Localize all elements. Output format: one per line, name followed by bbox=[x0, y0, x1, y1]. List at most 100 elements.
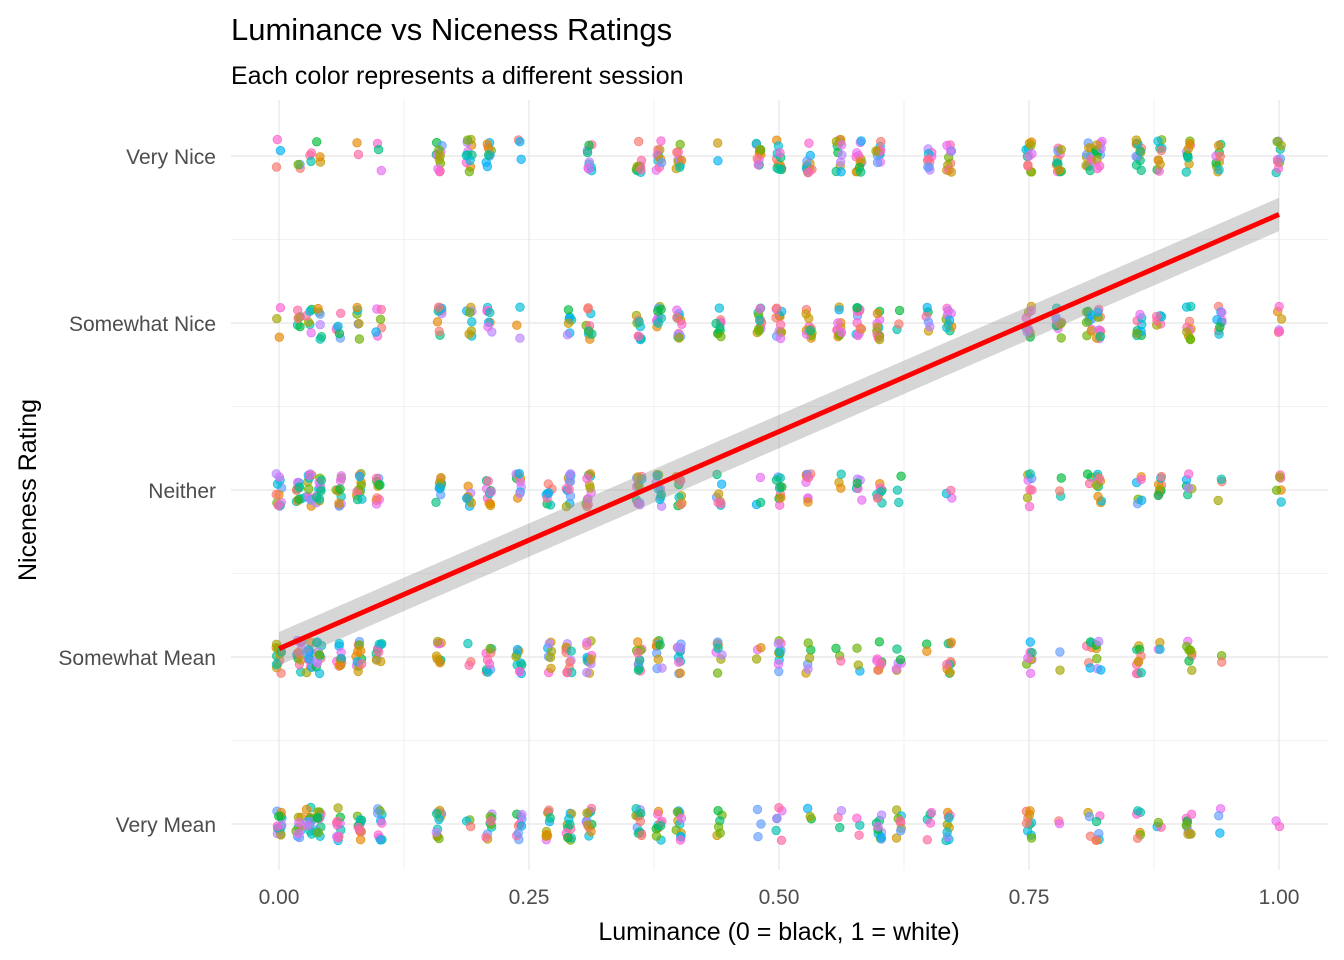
scatter-point bbox=[467, 317, 477, 327]
scatter-point bbox=[431, 497, 441, 508]
scatter-point bbox=[876, 658, 887, 669]
scatter-point bbox=[1213, 140, 1224, 151]
scatter-point bbox=[546, 663, 556, 674]
scatter-point bbox=[371, 655, 382, 665]
scatter-point bbox=[295, 322, 305, 332]
scatter-point bbox=[651, 831, 662, 841]
chart-title: Luminance vs Niceness Ratings bbox=[231, 12, 672, 47]
scatter-point bbox=[805, 325, 816, 336]
scatter-point bbox=[852, 813, 862, 823]
scatter-point bbox=[896, 826, 906, 836]
scatter-point bbox=[563, 832, 573, 843]
scatter-point bbox=[894, 319, 904, 329]
scatter-point bbox=[373, 808, 383, 818]
scatter-point bbox=[1022, 493, 1033, 503]
scatter-point bbox=[894, 305, 905, 316]
scatter-point bbox=[352, 302, 362, 313]
scatter-point bbox=[485, 307, 495, 318]
scatter-point bbox=[1183, 469, 1194, 479]
scatter-point bbox=[753, 159, 763, 170]
scatter-point bbox=[836, 327, 847, 337]
scatter-point bbox=[271, 659, 282, 670]
scatter-point bbox=[271, 162, 282, 172]
scatter-point bbox=[803, 664, 813, 674]
scatter-point bbox=[1276, 314, 1287, 324]
scatter-point bbox=[923, 154, 934, 164]
scatter-point bbox=[676, 499, 686, 510]
scatter-point bbox=[1056, 144, 1066, 155]
scatter-point bbox=[1156, 145, 1167, 156]
scatter-point bbox=[462, 493, 472, 504]
scatter-point bbox=[584, 164, 594, 174]
scatter-point bbox=[332, 816, 343, 827]
scatter-point bbox=[483, 667, 493, 677]
y-tick-label: Somewhat Nice bbox=[69, 313, 216, 336]
scatter-point bbox=[853, 660, 864, 670]
scatter-point bbox=[656, 489, 667, 500]
scatter-point bbox=[675, 139, 685, 150]
scatter-point bbox=[777, 482, 787, 492]
scatter-point bbox=[1056, 333, 1066, 343]
scatter-point bbox=[945, 146, 956, 156]
scatter-point bbox=[513, 828, 524, 839]
scatter-point bbox=[582, 808, 592, 818]
scatter-point bbox=[942, 659, 952, 670]
scatter-point bbox=[1055, 647, 1065, 657]
scatter-point bbox=[1092, 654, 1102, 664]
scatter-point bbox=[872, 308, 883, 319]
scatter-point bbox=[836, 157, 846, 167]
scatter-point bbox=[1274, 301, 1284, 312]
scatter-point bbox=[561, 501, 572, 512]
scatter-point bbox=[271, 489, 281, 500]
scatter-point bbox=[803, 638, 813, 648]
scatter-point bbox=[375, 314, 386, 325]
scatter-point bbox=[375, 835, 386, 845]
scatter-point bbox=[433, 302, 444, 312]
scatter-point bbox=[926, 807, 937, 818]
scatter-point bbox=[371, 327, 381, 337]
scatter-point bbox=[315, 320, 325, 330]
scatter-point bbox=[515, 666, 525, 677]
scatter-point bbox=[275, 303, 286, 313]
scatter-point bbox=[355, 471, 365, 482]
scatter-point bbox=[771, 825, 781, 836]
scatter-point bbox=[836, 167, 846, 177]
scatter-point bbox=[354, 318, 364, 329]
scatter-point bbox=[942, 827, 952, 837]
scatter-point bbox=[874, 334, 885, 345]
scatter-point bbox=[482, 139, 493, 149]
scatter-point bbox=[1132, 833, 1143, 844]
scatter-point bbox=[316, 475, 327, 485]
scatter-point bbox=[673, 642, 683, 653]
scatter-point bbox=[586, 826, 596, 837]
scatter-point bbox=[486, 816, 496, 826]
scatter-point bbox=[1151, 311, 1162, 322]
y-tick-label: Very Nice bbox=[126, 146, 216, 169]
scatter-point bbox=[1133, 806, 1143, 816]
scatter-point bbox=[836, 483, 846, 493]
scatter-point bbox=[582, 667, 592, 678]
scatter-point bbox=[755, 304, 765, 314]
scatter-point bbox=[633, 665, 644, 675]
scatter-point bbox=[515, 477, 526, 487]
scatter-point bbox=[373, 144, 384, 155]
scatter-point bbox=[773, 659, 784, 669]
chart-subtitle: Each color represents a different sessio… bbox=[231, 62, 684, 90]
scatter-point bbox=[333, 803, 343, 813]
scatter-point bbox=[892, 644, 902, 654]
scatter-point bbox=[1216, 657, 1227, 667]
scatter-point bbox=[1025, 637, 1036, 647]
scatter-point bbox=[1153, 490, 1164, 501]
scatter-point bbox=[894, 497, 904, 508]
scatter-point bbox=[891, 664, 902, 674]
scatter-point bbox=[483, 150, 494, 160]
scatter-point bbox=[352, 138, 362, 148]
scatter-point bbox=[515, 136, 525, 147]
scatter-point bbox=[541, 831, 551, 841]
y-tick-label: Very Mean bbox=[116, 814, 216, 837]
scatter-point bbox=[272, 134, 283, 145]
scatter-point bbox=[872, 157, 883, 168]
scatter-point bbox=[486, 487, 496, 497]
scatter-point bbox=[895, 655, 906, 665]
scatter-point bbox=[544, 638, 555, 649]
